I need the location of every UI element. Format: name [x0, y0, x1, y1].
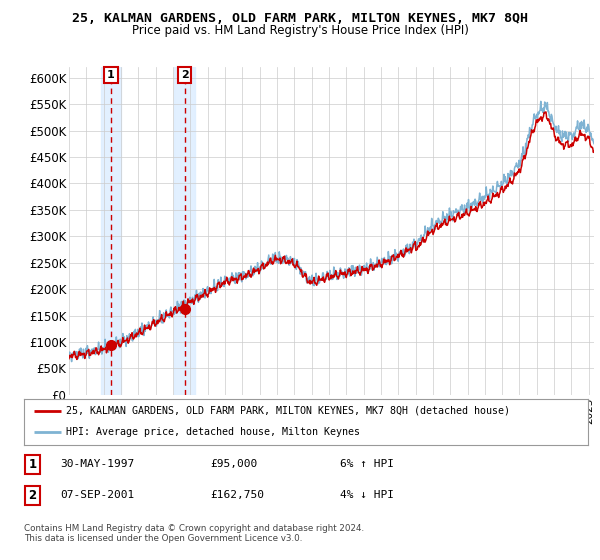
Text: Contains HM Land Registry data © Crown copyright and database right 2024.
This d: Contains HM Land Registry data © Crown c… [24, 524, 364, 543]
Text: 25, KALMAN GARDENS, OLD FARM PARK, MILTON KEYNES, MK7 8QH (detached house): 25, KALMAN GARDENS, OLD FARM PARK, MILTO… [66, 406, 510, 416]
Text: Price paid vs. HM Land Registry's House Price Index (HPI): Price paid vs. HM Land Registry's House … [131, 24, 469, 37]
Text: 1: 1 [28, 458, 37, 471]
Text: 6% ↑ HPI: 6% ↑ HPI [340, 459, 394, 469]
Text: 2: 2 [28, 489, 37, 502]
Text: £162,750: £162,750 [210, 491, 264, 501]
Text: £95,000: £95,000 [210, 459, 257, 469]
Text: 4% ↓ HPI: 4% ↓ HPI [340, 491, 394, 501]
Bar [101, 67, 121, 395]
Text: HPI: Average price, detached house, Milton Keynes: HPI: Average price, detached house, Milt… [66, 427, 360, 437]
Text: 07-SEP-2001: 07-SEP-2001 [61, 491, 135, 501]
Text: 30-MAY-1997: 30-MAY-1997 [61, 459, 135, 469]
Text: 25, KALMAN GARDENS, OLD FARM PARK, MILTON KEYNES, MK7 8QH: 25, KALMAN GARDENS, OLD FARM PARK, MILTO… [72, 12, 528, 25]
Text: 2: 2 [181, 70, 188, 80]
Text: 1: 1 [107, 70, 115, 80]
Bar [175, 67, 195, 395]
